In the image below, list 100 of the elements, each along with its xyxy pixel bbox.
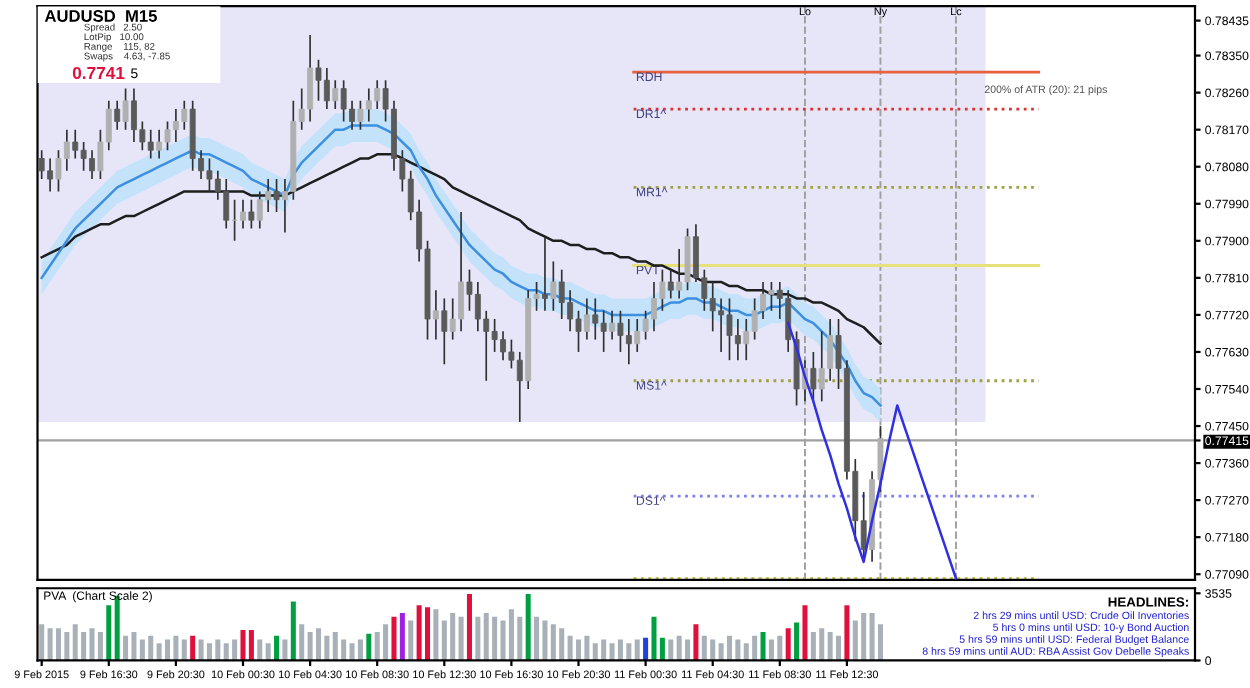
candlestick: [38, 149, 45, 180]
bar: [559, 628, 565, 661]
bar: [156, 643, 162, 661]
candlestick: [785, 289, 792, 353]
candlestick: [315, 58, 322, 102]
bar: [492, 616, 498, 661]
candlestick: [768, 281, 775, 312]
candlestick: [575, 309, 582, 353]
bar: [450, 612, 456, 661]
candlestick: [181, 100, 188, 131]
bar: [869, 612, 875, 661]
candlestick: [323, 67, 330, 110]
bar: [123, 635, 129, 661]
bar: [668, 639, 674, 661]
bar: [106, 605, 112, 661]
annotation: 0.7741: [72, 66, 125, 80]
bar: [198, 639, 204, 661]
bar: [836, 635, 842, 661]
candlestick: [466, 268, 473, 312]
bar: [374, 631, 380, 661]
candlestick: [206, 157, 213, 193]
bar: [676, 635, 682, 661]
candlestick: [818, 330, 825, 403]
bar: [215, 639, 221, 661]
bar: [735, 639, 741, 661]
bar: [425, 607, 431, 661]
candlestick: [156, 128, 163, 160]
bar: [299, 624, 305, 661]
bar: [483, 612, 489, 661]
bar: [794, 622, 800, 661]
candlestick: [617, 309, 624, 353]
bar: [131, 631, 137, 661]
candlestick: [810, 351, 817, 403]
bar: [64, 631, 70, 661]
candlestick: [441, 297, 448, 366]
bar: [206, 643, 212, 661]
bar: [592, 643, 598, 661]
bar: [651, 616, 657, 661]
bar: [802, 605, 808, 661]
candlestick: [47, 157, 54, 193]
bar: [710, 639, 716, 661]
candlestick: [114, 100, 121, 131]
bar: [47, 628, 53, 661]
bar: [433, 609, 439, 661]
bar: [534, 616, 540, 661]
candlestick: [751, 297, 758, 341]
bar: [810, 631, 816, 661]
candlestick: [147, 128, 154, 160]
candlestick: [726, 297, 733, 362]
candlestick: [743, 318, 750, 362]
bar: [819, 628, 825, 661]
bar: [307, 631, 313, 661]
bar: [701, 635, 707, 661]
bar: [643, 637, 649, 661]
candlestick: [248, 198, 255, 230]
bar: [81, 631, 87, 661]
candlestick: [667, 268, 674, 300]
candlestick: [265, 178, 272, 213]
bar: [466, 593, 472, 661]
bar: [315, 628, 321, 661]
bar: [567, 635, 573, 661]
bar: [517, 616, 523, 661]
bar: [139, 639, 145, 661]
candlestick: [223, 178, 230, 230]
bar: [223, 643, 229, 661]
line-series: [40, 153, 882, 345]
candlestick: [592, 297, 599, 341]
candlestick: [625, 318, 632, 366]
candlestick: [122, 87, 129, 131]
bar: [148, 635, 154, 661]
bar: [685, 639, 691, 661]
candlestick: [558, 268, 565, 320]
bar: [525, 593, 531, 661]
candlestick: [172, 108, 179, 143]
candlestick: [374, 79, 381, 110]
candlestick: [634, 318, 641, 353]
candlestick: [80, 141, 87, 172]
candlestick: [458, 211, 465, 333]
bar: [248, 630, 254, 661]
candlestick: [55, 149, 62, 193]
bar: [861, 612, 867, 661]
bar: [173, 635, 179, 661]
candlestick: [72, 128, 79, 160]
bar: [349, 643, 355, 661]
candlestick: [542, 235, 548, 312]
bar: [383, 624, 389, 661]
candlestick: [357, 100, 364, 131]
bar: [609, 643, 615, 661]
bar: [601, 639, 607, 661]
bar: [852, 620, 858, 661]
bar: [324, 635, 330, 661]
bar: [584, 635, 590, 661]
bar: [232, 639, 238, 661]
bar: [693, 624, 699, 661]
bar: [768, 639, 774, 661]
candlestick: [164, 120, 171, 152]
candlestick: [63, 128, 70, 172]
bar: [332, 631, 338, 661]
bar: [181, 639, 187, 661]
candlestick: [240, 198, 246, 230]
